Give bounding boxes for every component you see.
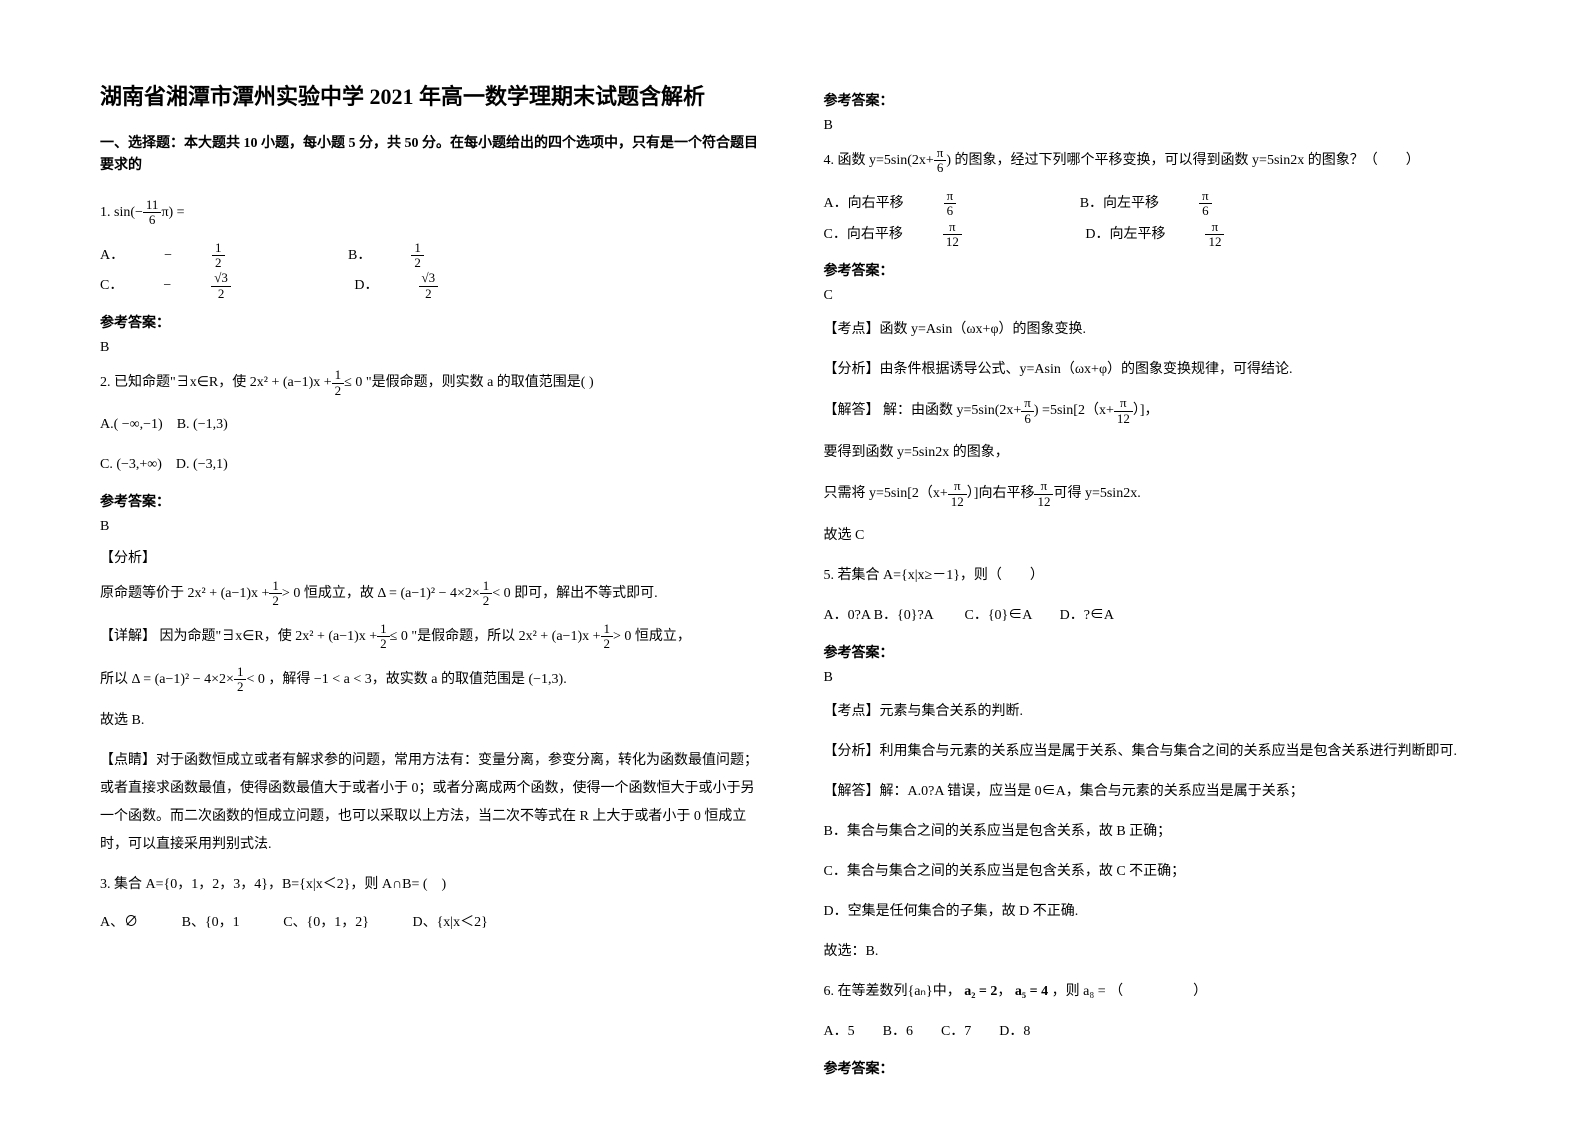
q2-answer: B xyxy=(100,519,764,535)
q1-answer: B xyxy=(100,340,764,356)
q4-jd5: 只需将 y=5sin[2（x+π12）]向右平移π12可得 y=5sin2x. xyxy=(824,479,1488,510)
q3-answer: B xyxy=(824,118,1488,134)
q4-answer-label: 参考答案： xyxy=(824,260,1488,280)
q4-options: A．向右平移π6 B．向左平移π6 C．向右平移π12 D．向左平移π12 xyxy=(824,189,1488,251)
q1-stem: 1. sin(−116π) = xyxy=(100,198,764,229)
q2-stem1: 2. 已知命题"∃x∈R，使 xyxy=(100,375,246,390)
q1-frac: 116 xyxy=(143,198,162,228)
q2-stem2: "是假命题，则实数 a 的取值范围是( ) xyxy=(366,375,594,390)
left-column: 湖南省湘潭市潭州实验中学 2021 年高一数学理期末试题含解析 一、选择题：本大… xyxy=(100,80,764,1086)
q2-ana4: 故选 B. xyxy=(100,707,764,735)
q4-fx: 【分析】由条件根据诱导公式、y=Asin（ωx+φ）的图象变换规律，可得结论. xyxy=(824,356,1488,384)
q4-optD: D．向左平移π12 xyxy=(1085,220,1304,251)
q2-analysis-tag: 【分析】 xyxy=(100,547,764,567)
q4-optA: A．向右平移π6 xyxy=(824,189,1037,220)
section-intro: 一、选择题：本大题共 10 小题，每小题 5 分，共 50 分。在每小题给出的四… xyxy=(100,133,764,178)
q3-options: A、∅ B、{0，1 C、{0，1，2} D、{x|x＜2} xyxy=(100,911,764,931)
q3-answer-label: 参考答案： xyxy=(824,90,1488,110)
q1-optB: B．12 xyxy=(348,241,504,272)
q2-expr: 2x² + (a−1)x + xyxy=(250,375,332,390)
q4-optC: C．向右平移π12 xyxy=(824,220,1042,251)
q4-optB: B．向左平移π6 xyxy=(1080,189,1292,220)
q5-fx: 【分析】利用集合与元素的关系应当是属于关系、集合与集合之间的关系应当是包含关系进… xyxy=(824,738,1488,766)
right-column: 参考答案： B 4. 函数 y=5sin(2x+π6) 的图象，经过下列哪个平移… xyxy=(824,80,1488,1086)
q5-jdd: D．空集是任何集合的子集，故 D 不正确. xyxy=(824,898,1488,926)
q2-dianjing: 【点睛】对于函数恒成立或者有解求参的问题，常用方法有：变量分离，参变分离，转化为… xyxy=(100,747,764,859)
q5-answer: B xyxy=(824,670,1488,686)
q2-ana2: 【详解】 因为命题"∃x∈R，使 2x² + (a−1)x +12≤ 0 "是假… xyxy=(100,622,764,653)
q5-jdc: C．集合与集合之间的关系应当是包含关系，故 C 不正确； xyxy=(824,858,1488,886)
q1-answer-label: 参考答案： xyxy=(100,312,764,332)
q2-optAB: A.( −∞,−1) B. (−1,3) xyxy=(100,411,764,439)
q1-expr-right: π) = xyxy=(161,205,184,220)
q4-stem: 4. 函数 y=5sin(2x+π6) 的图象，经过下列哪个平移变换，可以得到函… xyxy=(824,146,1488,177)
q6-answer-label: 参考答案： xyxy=(824,1058,1488,1078)
q3-optB: B、{0，1 xyxy=(182,911,240,931)
q6-stem: 6. 在等差数列{aₙ}中， a₂ = 2， a₅ = 4 ，则 a₈ = （ … xyxy=(824,978,1488,1006)
q3-optA: A、∅ xyxy=(100,911,138,931)
q2-ana1: 原命题等价于 2x² + (a−1)x +12> 0 恒成立，故 Δ = (a−… xyxy=(100,579,764,610)
page: 湖南省湘潭市潭州实验中学 2021 年高一数学理期末试题含解析 一、选择题：本大… xyxy=(0,0,1587,1126)
q6-opts: A．5 B．6 C．7 D．8 xyxy=(824,1018,1488,1046)
q4-jd8: 故选 C xyxy=(824,522,1488,550)
q2-ana3: 所以 Δ = (a−1)² − 4×2×12< 0 ，解得 −1 < a < 3… xyxy=(100,665,764,696)
q4-jd4: 要得到函数 y=5sin2x 的图象， xyxy=(824,439,1488,467)
q3-optC: C、{0，1，2} xyxy=(283,911,369,931)
q2-optCD: C. (−3,+∞) D. (−3,1) xyxy=(100,451,764,479)
q1-options: A．−12 B．12 C．−√32 D．√32 xyxy=(100,241,764,303)
q4-jd1: 【解答】 解：由函数 y=5sin(2x+π6) =5sin[2（x+π12）]… xyxy=(824,396,1488,427)
page-title: 湖南省湘潭市潭州实验中学 2021 年高一数学理期末试题含解析 xyxy=(100,80,764,113)
q4-kd: 【考点】函数 y=Asin（ωx+φ）的图象变换. xyxy=(824,316,1488,344)
q1-expr-left: sin(− xyxy=(114,205,143,220)
q5-stem: 5. 若集合 A={x|x≥－1}，则（ ） xyxy=(824,562,1488,590)
q5-opts: A．0?A B．{0}?A C．{0}∈A D．?∈A xyxy=(824,602,1488,630)
q2-answer-label: 参考答案： xyxy=(100,491,764,511)
q1-optC: C．−√32 xyxy=(100,271,311,302)
q5-kd: 【考点】元素与集合关系的判断. xyxy=(824,698,1488,726)
q5-answer-label: 参考答案： xyxy=(824,642,1488,662)
q3-stem: 3. 集合 A={0，1，2，3，4}，B={x|x＜2}，则 A∩B= ( ) xyxy=(100,871,764,899)
q3-optD: D、{x|x＜2} xyxy=(412,911,487,931)
q1-optA: A．−12 xyxy=(100,241,305,272)
q1-number: 1. xyxy=(100,205,111,220)
q2-stem: 2. 已知命题"∃x∈R，使 2x² + (a−1)x +12≤ 0 "是假命题… xyxy=(100,368,764,399)
q4-answer: C xyxy=(824,288,1488,304)
q1-optD: D．√32 xyxy=(354,271,518,302)
q5-jde: 故选：B. xyxy=(824,938,1488,966)
q5-jda: 【解答】解：A.0?A 错误，应当是 0∈A，集合与元素的关系应当是属于关系； xyxy=(824,778,1488,806)
q5-jdb: B．集合与集合之间的关系应当是包含关系，故 B 正确； xyxy=(824,818,1488,846)
